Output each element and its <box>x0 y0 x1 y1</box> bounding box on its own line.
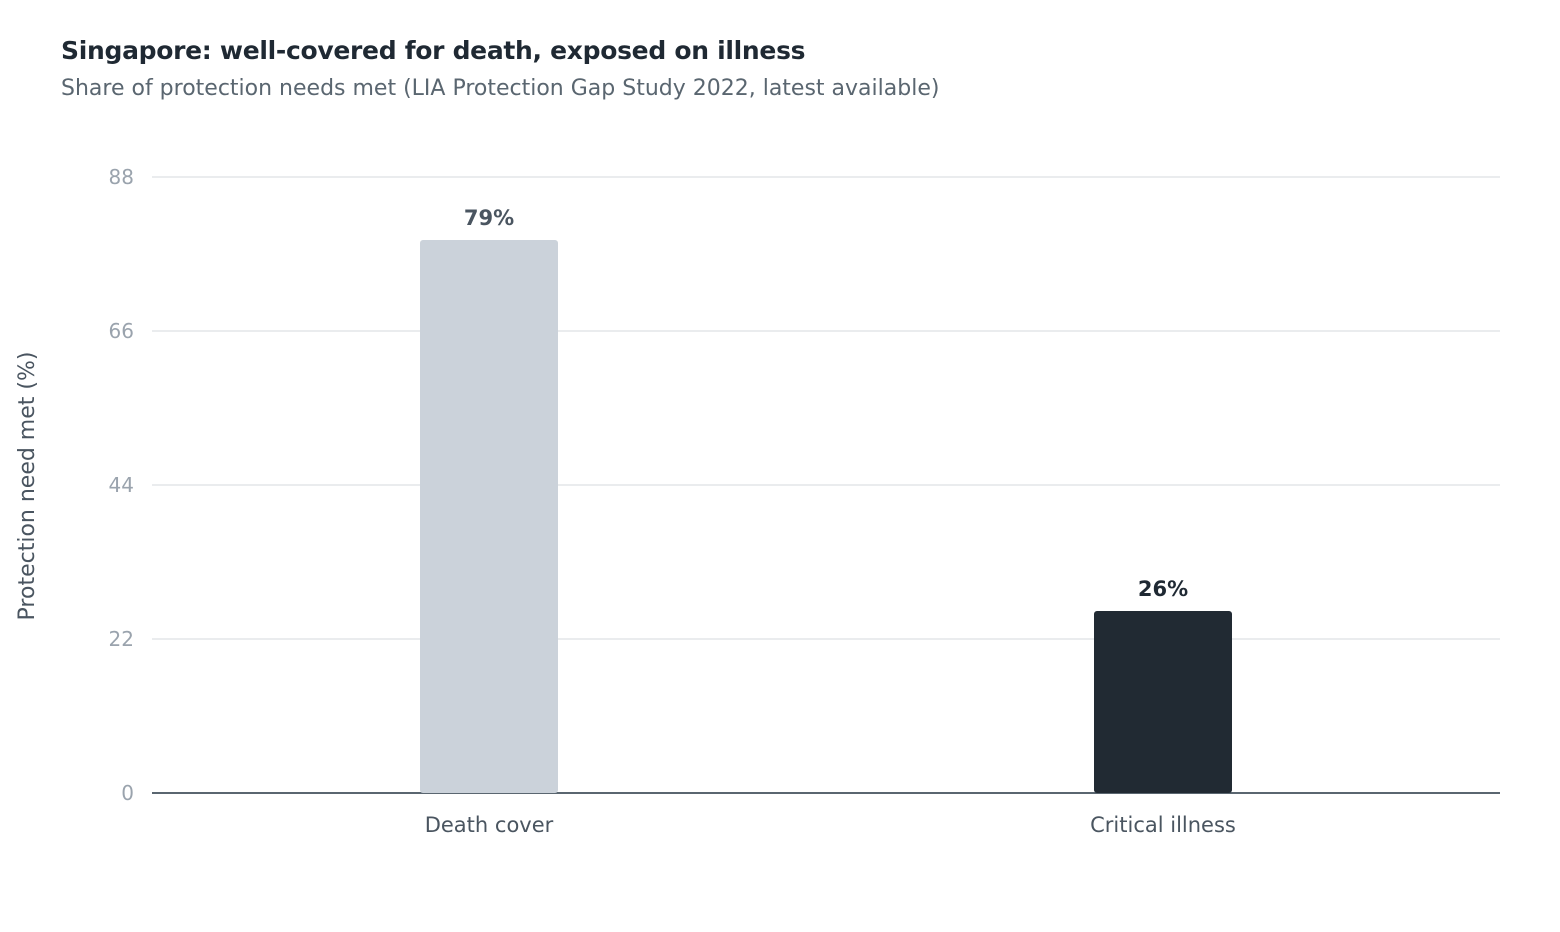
chart-subtitle: Share of protection needs met (LIA Prote… <box>61 76 940 101</box>
y-tick-label: 66 <box>109 319 134 343</box>
bar-value-label: 26% <box>1138 577 1188 601</box>
bar-death-cover <box>420 240 558 793</box>
y-axis-title: Protection need met (%) <box>15 352 40 621</box>
bar-value-label: 79% <box>464 206 514 230</box>
y-tick-label: 0 <box>121 781 134 805</box>
x-category-label: Critical illness <box>1090 813 1236 837</box>
y-tick-label: 22 <box>109 627 134 651</box>
y-tick-label: 88 <box>109 165 134 189</box>
bars <box>420 240 1232 793</box>
y-tick-label: 44 <box>109 473 134 497</box>
x-category-label: Death cover <box>425 813 554 837</box>
gridlines <box>152 176 1500 794</box>
labels: 0 22 44 66 88 79% Death cover 26% Critical illne… <box>109 165 1236 837</box>
bar-critical-illness <box>1094 611 1232 793</box>
chart-title: Singapore: well-covered for death, expos… <box>61 36 806 65</box>
